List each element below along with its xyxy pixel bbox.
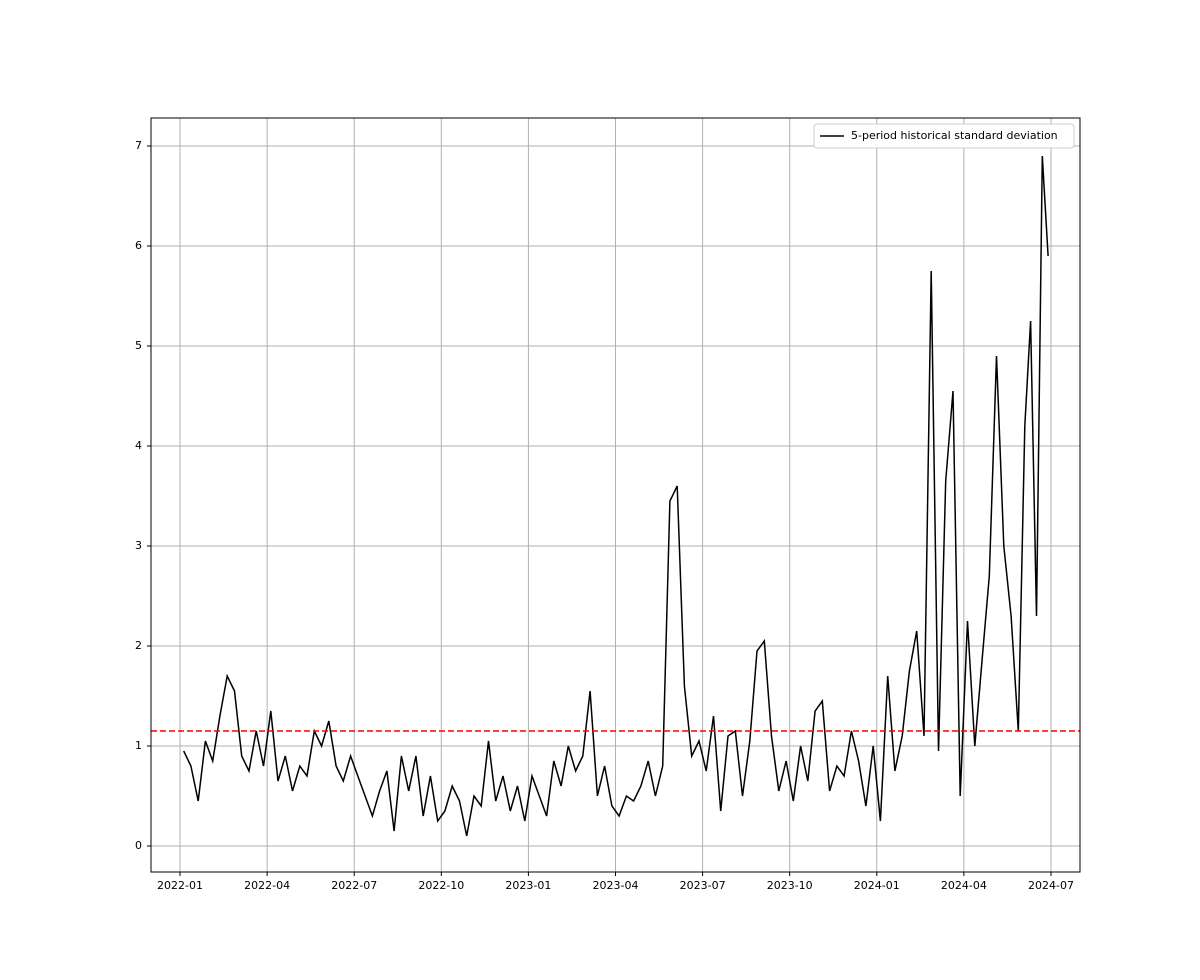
x-tick-label: 2022-01	[157, 879, 203, 892]
y-tick-label: 2	[135, 639, 142, 652]
y-tick-label: 3	[135, 539, 142, 552]
y-tick-label: 4	[135, 439, 142, 452]
x-tick-label: 2024-07	[1028, 879, 1074, 892]
x-tick-label: 2024-01	[854, 879, 900, 892]
x-tick-label: 2022-07	[331, 879, 377, 892]
line-series	[183, 155, 1049, 837]
y-tick-label: 6	[135, 239, 142, 252]
x-tick-label: 2024-04	[941, 879, 987, 892]
y-tick-label: 1	[135, 739, 142, 752]
y-tick-label: 5	[135, 339, 142, 352]
legend-label: 5-period historical standard deviation	[851, 129, 1058, 142]
x-tick-label: 2022-04	[244, 879, 290, 892]
x-tick-label: 2023-07	[680, 879, 726, 892]
legend-box	[813, 123, 1075, 149]
plot-frame	[150, 117, 1081, 873]
y-tick-label: 0	[135, 839, 142, 852]
x-tick-label: 2022-10	[418, 879, 464, 892]
x-tick-label: 2023-01	[505, 879, 551, 892]
x-tick-label: 2023-10	[767, 879, 813, 892]
x-tick-label: 2023-04	[593, 879, 639, 892]
y-tick-label: 7	[135, 139, 142, 152]
